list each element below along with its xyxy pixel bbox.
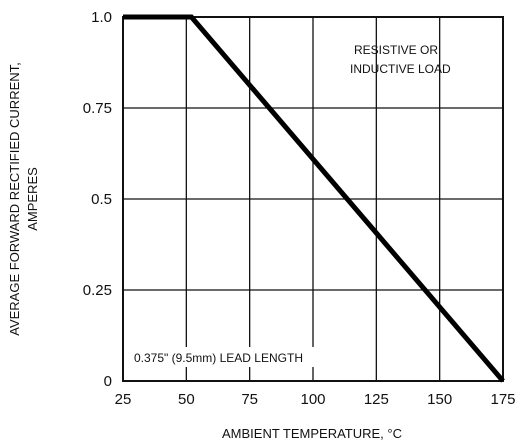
x-tick-label-75: 75 (241, 391, 258, 408)
x-tick-labels: 25 50 75 100 125 150 175 (115, 391, 516, 408)
y-tick-label-0_75: 0.75 (83, 100, 112, 117)
y-tick-label-1: 1.0 (91, 9, 112, 26)
y-axis-label-line-1: AVERAGE FORWARD RECTIFIED CURRENT, (7, 62, 22, 336)
y-axis-label-line-2: AMPERES (25, 167, 40, 231)
x-tick-label-175: 175 (490, 391, 515, 408)
x-tick-label-100: 100 (300, 391, 325, 408)
x-tick-label-125: 125 (364, 391, 389, 408)
x-tick-label-50: 50 (178, 391, 195, 408)
grid-lines (123, 17, 503, 381)
lead-annotation-background (130, 347, 362, 367)
y-tick-label-0_25: 0.25 (83, 282, 112, 299)
plot-frame (122, 16, 504, 382)
x-axis-label: AMBIENT TEMPERATURE, °C (222, 426, 402, 441)
lead-annotation: 0.375" (9.5mm) LEAD LENGTH (134, 351, 303, 365)
x-tick-label-150: 150 (427, 391, 452, 408)
derating-curve (123, 14, 505, 383)
x-tick-label-25: 25 (115, 391, 132, 408)
load-annotation-line-1: RESISTIVE OR (354, 43, 438, 57)
load-annotation-line-2: INDUCTIVE LOAD (350, 62, 451, 76)
y-tick-labels: 0 0.25 0.5 0.75 1.0 (83, 9, 112, 390)
y-tick-label-0: 0 (104, 373, 112, 390)
y-tick-label-0_5: 0.5 (91, 191, 112, 208)
